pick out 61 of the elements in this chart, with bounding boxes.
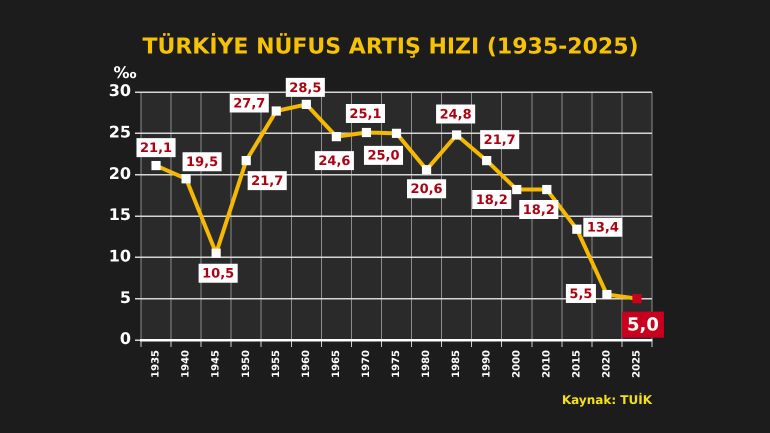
point xyxy=(151,160,161,170)
point xyxy=(632,294,642,304)
data-label: 25,1 xyxy=(349,106,382,122)
point xyxy=(272,106,281,116)
data-label: 18,2 xyxy=(522,202,555,218)
data-label: 13,4 xyxy=(586,220,619,236)
point xyxy=(452,130,462,140)
y-tick-label: 15 xyxy=(108,205,131,224)
point xyxy=(602,290,612,300)
x-tick-label: 2000 xyxy=(511,350,522,378)
data-label: 5,0 xyxy=(627,314,659,336)
data-label: 24,8 xyxy=(440,107,472,122)
data-label: 10,5 xyxy=(202,266,234,282)
y-tick-label: 5 xyxy=(120,288,131,307)
point xyxy=(212,248,221,258)
data-label: 19,5 xyxy=(186,155,218,170)
x-tick-label: 2010 xyxy=(541,350,552,378)
point xyxy=(392,128,402,138)
chart-title: TÜRKİYE NÜFUS ARTIŞ HIZI (1935-2025) xyxy=(142,32,639,60)
point xyxy=(362,128,372,138)
y-tick-label: 25 xyxy=(108,122,131,142)
point xyxy=(181,174,191,184)
y-tick-label: 10 xyxy=(108,246,131,266)
y-tick-label: 0 xyxy=(120,329,131,348)
x-tick-label: 1985 xyxy=(451,350,462,378)
data-label: 28,5 xyxy=(289,80,322,96)
data-label: 25,0 xyxy=(367,148,400,164)
point xyxy=(482,156,492,166)
data-label: 5,5 xyxy=(569,286,592,302)
point xyxy=(512,184,522,194)
x-tick-label: 1990 xyxy=(481,350,492,378)
x-tick-label: 1940 xyxy=(180,350,192,378)
x-tick-label: 2015 xyxy=(571,350,582,378)
data-label: 21,1 xyxy=(140,140,172,156)
data-label: 21,7 xyxy=(251,174,284,189)
x-tick-label: 2025 xyxy=(632,350,643,378)
x-tick-label: 1935 xyxy=(150,350,162,378)
point xyxy=(302,100,311,109)
y-tick-label: 20 xyxy=(108,164,131,183)
x-tick-label: 1970 xyxy=(361,350,372,378)
data-label: 20,6 xyxy=(410,182,443,198)
point xyxy=(542,184,552,194)
x-tick-label: 1975 xyxy=(391,350,402,378)
point xyxy=(422,165,432,174)
x-tick-label: 1980 xyxy=(421,350,432,378)
point xyxy=(242,156,251,166)
text: Kaynak: TUİK xyxy=(562,392,653,408)
x-tick-label: 1950 xyxy=(240,350,252,378)
data-label: 18,2 xyxy=(476,192,508,208)
x-tick-label: 1960 xyxy=(300,350,312,378)
y-axis-title: ‰ xyxy=(113,63,137,82)
x-tick-label: 1965 xyxy=(330,350,342,378)
x-tick-label: 1945 xyxy=(210,350,222,378)
x-tick-label: 1955 xyxy=(270,350,282,378)
x-tick-label: 2020 xyxy=(602,350,613,378)
data-label: 21,7 xyxy=(484,132,516,148)
point xyxy=(572,224,582,234)
data-label: 24,6 xyxy=(318,154,350,170)
data-label: 27,7 xyxy=(233,96,266,112)
point xyxy=(332,132,341,142)
y-tick-label: 30 xyxy=(108,81,131,100)
